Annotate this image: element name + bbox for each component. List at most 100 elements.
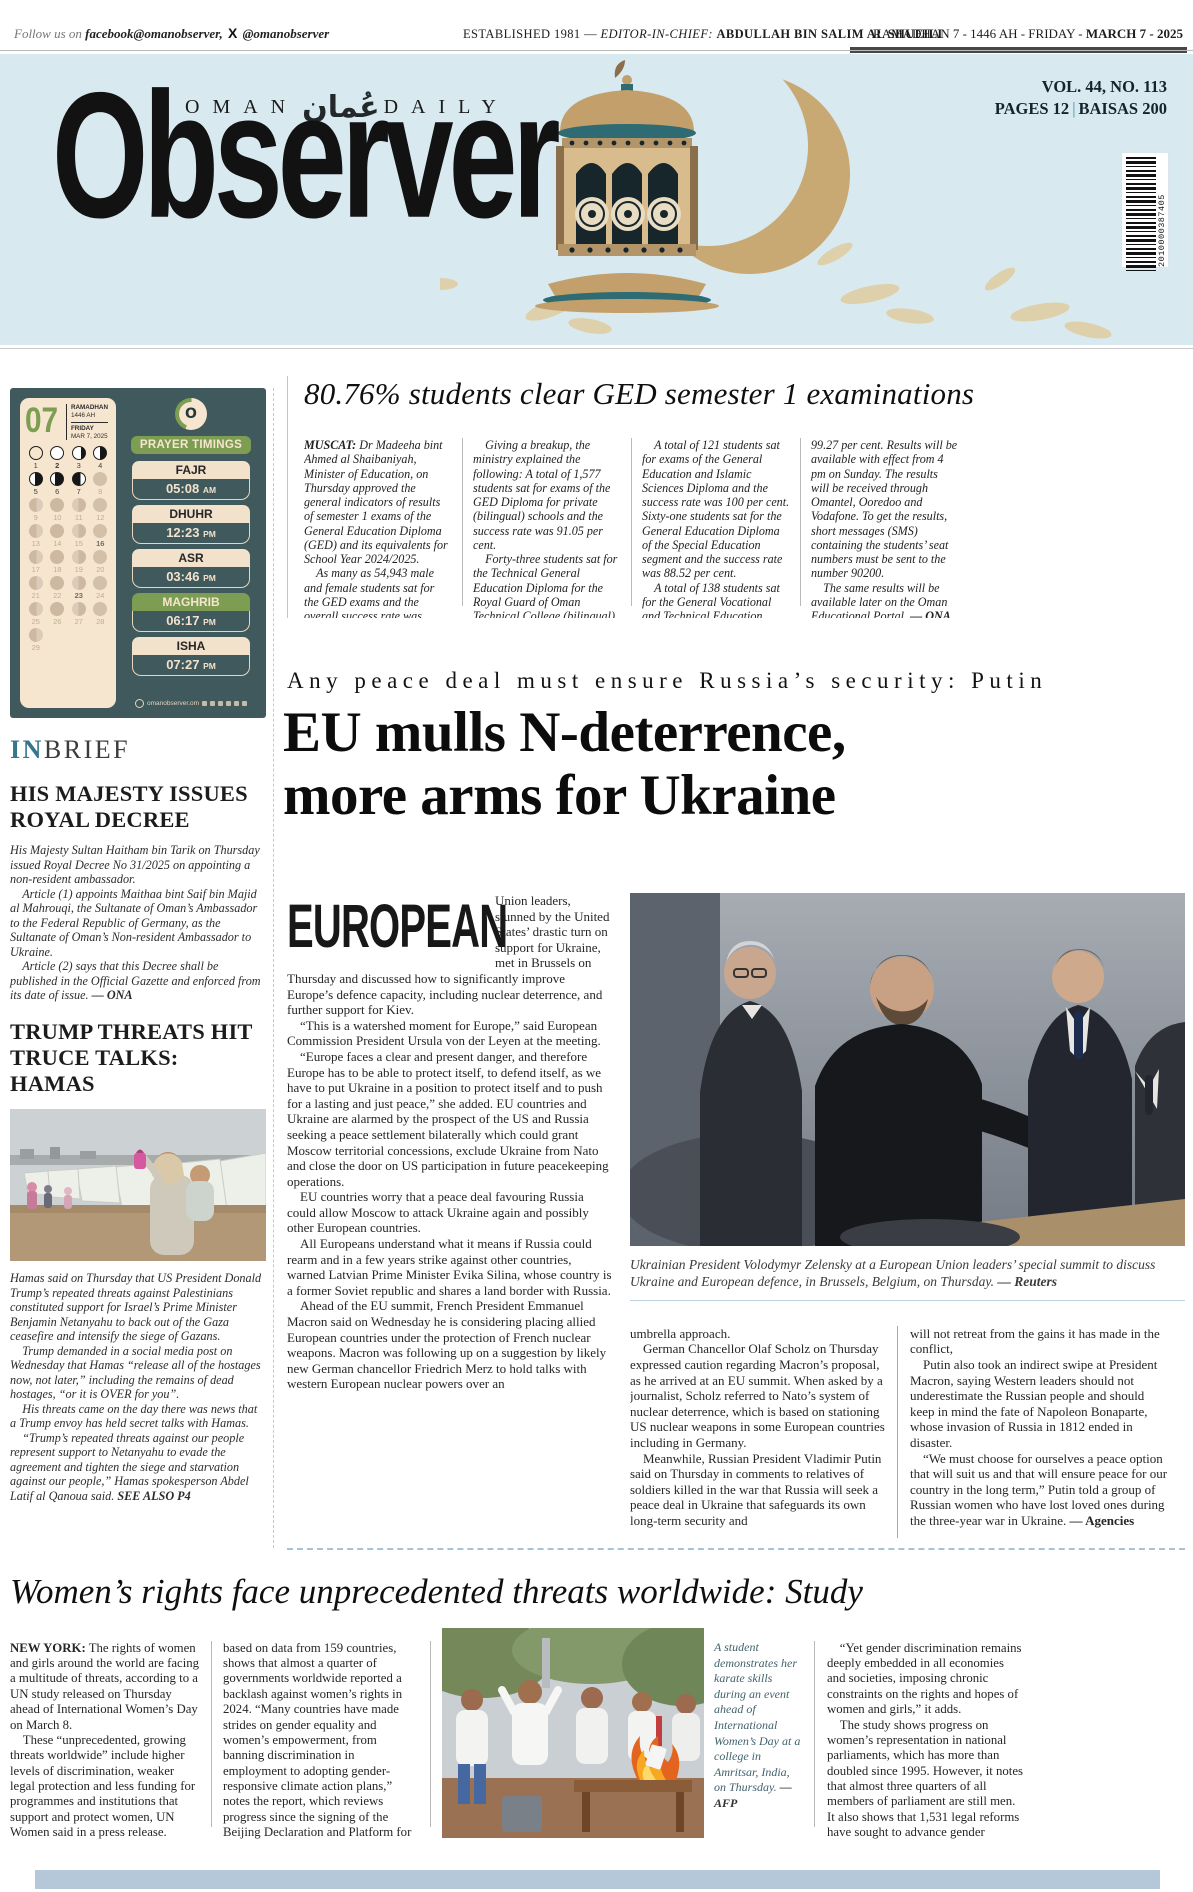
moon-phase-icon	[28, 446, 43, 461]
source-credit: — ONA	[910, 609, 951, 618]
prayer-panel: O PRAYER TIMINGS FAJR 05:08 AM DHUHR 12:…	[126, 398, 256, 708]
prayer-time: 06:17 PM	[132, 611, 250, 632]
moon-day: 25	[25, 602, 47, 626]
moon-phase-icon	[71, 446, 86, 461]
footer-bar	[35, 1870, 1160, 1889]
year-label: 1446 AH	[70, 411, 96, 419]
masthead-bottom-rule	[0, 348, 1193, 349]
prayer-name: FAJR	[132, 461, 250, 479]
moon-day: 2	[47, 446, 69, 470]
moon-phase-icon	[71, 472, 86, 487]
womens-headline[interactable]: Women’s rights face unprecedented threat…	[10, 1572, 863, 1611]
moon-phase-icon	[93, 602, 108, 617]
price-label: BAISAS 200	[1078, 99, 1168, 119]
in-brief-heading: INBRIEF	[10, 735, 266, 765]
eu-headline[interactable]: EU mulls N-deterrence, more arms for Ukra…	[283, 701, 846, 827]
eu-column-1: EUROPEAN Union leaders, stunned by the Un…	[287, 893, 612, 1392]
source-credit: — ONA	[91, 988, 133, 1003]
moon-day: 11	[68, 498, 90, 522]
moon-phase-icon	[93, 498, 108, 513]
moon-phase-icon	[93, 472, 108, 487]
x-handle-link[interactable]: @omanobserver	[242, 26, 330, 41]
ged-headline[interactable]: 80.76% students clear GED semester 1 exa…	[304, 376, 975, 411]
prayer-row-asr: ASR 03:46 PM	[132, 549, 250, 588]
moon-phase-icon	[50, 524, 65, 539]
moon-day: 23	[68, 576, 90, 600]
in-brief-section: INBRIEF HIS MAJESTY ISSUES ROYAL DECREE …	[10, 735, 266, 1516]
editor-name: ABDULLAH BIN SALIM AL SHUEILI	[716, 27, 943, 41]
pages-price-line: PAGES 12 | BAISAS 200	[995, 98, 1167, 120]
telegram-icon	[234, 701, 240, 706]
eu-lower-columns: umbrella approach. German Chancellor Ola…	[630, 1313, 1185, 1551]
moon-phase-icon	[50, 446, 65, 461]
royal-decree-headline[interactable]: HIS MAJESTY ISSUES ROYAL DECREE	[10, 781, 248, 833]
womens-column-2: based on data from 159 countries, shows …	[223, 1640, 431, 1839]
established-line: ESTABLISHED 1981 — EDITOR-IN-CHIEF: ABDU…	[463, 27, 943, 42]
moon-phase-icon	[50, 550, 65, 565]
masthead: OMAN عُمان DAILY Observer VOL. 44, NO. 113…	[0, 54, 1193, 345]
facebook-icon	[210, 701, 216, 706]
moon-day: 12	[90, 498, 112, 522]
moon-phase-icon	[93, 446, 108, 461]
prayer-row-fajr: FAJR 05:08 AM	[132, 461, 250, 500]
womens-column-1: NEW YORK: The rights of women and girls …	[10, 1640, 212, 1839]
see-also-link[interactable]: SEE ALSO P4	[117, 1488, 191, 1503]
royal-decree-body: His Majesty Sultan Haitham bin Tarik on …	[10, 843, 261, 1003]
moon-day: 9	[25, 498, 47, 522]
moon-day: 1	[25, 446, 47, 470]
header-rule	[0, 50, 1193, 51]
observer-mini-logo-icon	[134, 699, 144, 708]
moon-day: 24	[90, 576, 112, 600]
moon-day: 13	[25, 524, 47, 548]
facebook-handle-link[interactable]: facebook@omanobserver,	[85, 26, 223, 41]
womens-rights-article: Women’s rights face unprecedented threat…	[10, 1566, 1185, 1840]
ged-column-4: 99.27 per cent. Results will be availabl…	[811, 438, 969, 618]
moon-day: 17	[25, 550, 47, 574]
moon-day: 8	[90, 472, 112, 496]
moon-day: 27	[68, 602, 90, 626]
moon-day: 20	[90, 550, 112, 574]
moon-day: 22	[47, 576, 69, 600]
dateline: MUSCAT:	[304, 438, 357, 453]
moon-phase-icon	[28, 524, 43, 539]
observer-logo-icon: O	[175, 398, 207, 430]
gaza-tents-photo	[10, 1109, 266, 1262]
hamas-headline[interactable]: TRUMP THREATS HIT TRUCE TALKS: HAMAS	[10, 1018, 253, 1097]
instagram-icon	[202, 701, 208, 706]
established-label: ESTABLISHED 1981 —	[463, 27, 601, 41]
moon-day: 10	[47, 498, 69, 522]
ged-article: 80.76% students clear GED semester 1 exa…	[287, 376, 1187, 618]
moon-phase-icon	[50, 602, 65, 617]
hamas-body: Hamas said on Thursday that US President…	[10, 1271, 262, 1503]
womens-columns: NEW YORK: The rights of women and girls …	[10, 1628, 1185, 1840]
eu-photo-caption: Ukrainian President Volodymyr Zelensky a…	[630, 1253, 1185, 1301]
sidebar-divider	[273, 388, 274, 1548]
eu-column-3: will not retreat from the gains it has m…	[910, 1325, 1168, 1528]
prayer-times-list: FAJR 05:08 AM DHUHR 12:23 PM ASR 03:46 P…	[132, 461, 250, 676]
moon-phase-icon	[50, 472, 65, 487]
section-divider	[287, 1548, 1185, 1550]
moon-day: 4	[90, 446, 112, 470]
moon-grid: 1 2 3 4 5 6 7 8 9 10 11 12 13 14 15 16 17 18 19 20 21 22 23 24 2…	[25, 446, 111, 652]
moon-phase-icon	[93, 550, 108, 565]
ramadan-lantern-illustration	[440, 54, 1112, 339]
oman-daily-kicker: OMAN عُمان DAILY	[185, 86, 505, 125]
moon-phase-icon	[71, 498, 86, 513]
daily-label: DAILY	[383, 96, 509, 118]
moon-phase-icon	[93, 524, 108, 539]
barcode-number: 2010000387405	[1157, 194, 1167, 267]
moon-phase-icon	[28, 472, 43, 487]
photo-credit: — AFP	[714, 1780, 792, 1810]
moon-day: 16	[90, 524, 112, 548]
moon-day: 15	[68, 524, 90, 548]
moon-day: 14	[47, 524, 69, 548]
prayer-row-isha: ISHA 07:27 PM	[132, 637, 250, 676]
prayer-name: ISHA	[132, 637, 250, 655]
moon-phase-icon	[28, 550, 43, 565]
prayer-name: ASR	[132, 549, 250, 567]
date-line: RAMADHAN 7 - 1446 AH - FRIDAY - MARCH 7 …	[873, 26, 1183, 42]
hijri-date: RAMADHAN 7 - 1446 AH - FRIDAY -	[873, 26, 1086, 41]
prayer-time: 03:46 PM	[132, 567, 250, 588]
zelensky-summit-photo	[630, 893, 1185, 1246]
social-follow-line: Follow us on facebook@omanobserver, X @o…	[14, 25, 329, 42]
